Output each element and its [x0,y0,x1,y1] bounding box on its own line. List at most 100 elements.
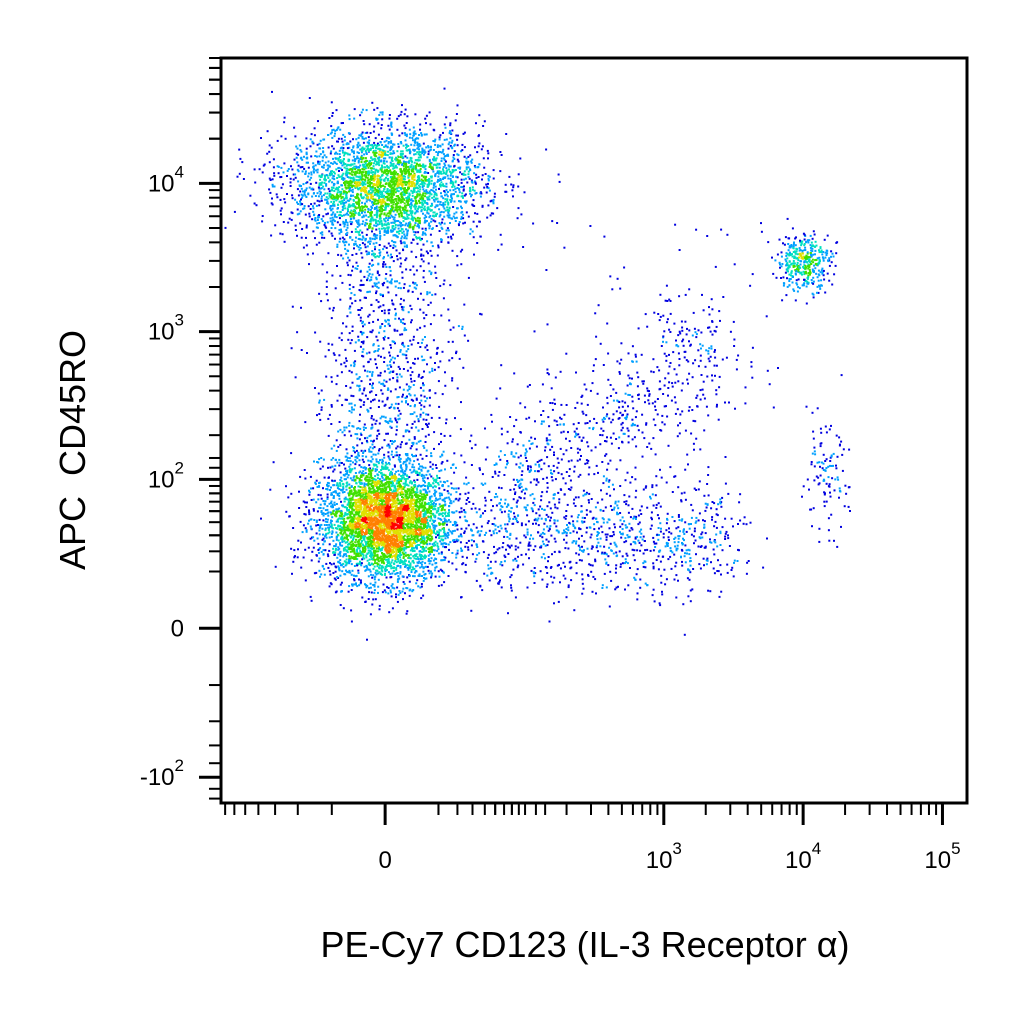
data-point [409,557,412,560]
data-point [347,502,350,505]
data-point [382,506,385,509]
data-point [448,511,451,514]
data-point [458,191,461,194]
data-point [419,550,422,553]
data-point [418,533,421,536]
data-point [297,548,299,551]
data-point [414,533,417,536]
data-point [310,133,313,136]
data-point [416,458,419,461]
data-point [323,524,326,526]
data-point [438,503,441,506]
data-point [339,461,342,464]
data-point [239,157,242,160]
data-point [339,483,342,486]
data-point [401,522,404,525]
data-point [439,568,442,571]
data-point [467,481,470,484]
data-point [401,547,404,550]
data-point [319,547,322,549]
data-point [395,501,398,504]
data-point [397,528,400,531]
data-point [419,514,421,517]
data-point [463,461,466,464]
data-point [430,506,433,509]
data-point [342,133,345,136]
data-point [349,220,352,223]
data-point [409,531,412,534]
data-point [383,543,386,546]
data-point [339,604,342,606]
data-point [337,166,340,169]
data-point [429,553,432,556]
data-point [404,479,407,482]
data-point [397,560,400,563]
data-point [408,496,411,499]
data-point [420,498,423,501]
data-point [304,501,306,504]
data-point [371,530,374,533]
data-point [378,519,381,522]
data-point [402,504,404,507]
data-point [388,520,391,523]
data-point [292,560,295,563]
data-point [440,535,443,538]
data-point [294,176,297,179]
data-point [378,471,381,473]
data-point [308,519,310,522]
data-point [395,593,397,596]
data-point [425,546,428,549]
data-point [303,155,305,158]
data-point [377,527,380,530]
data-point [418,575,421,577]
data-point [337,560,340,563]
data-point [298,144,301,147]
data-point [420,565,423,568]
data-point [444,468,446,471]
data-point [426,532,429,535]
data-point [380,567,383,570]
data-point [427,153,430,156]
data-point [404,528,407,531]
data-point [354,506,357,509]
data-point [348,490,351,493]
data-point [443,556,446,559]
data-point [340,520,343,523]
data-point [382,532,385,535]
data-point [385,547,388,550]
data-point [421,547,424,550]
data-point [439,529,442,532]
data-point [383,562,385,565]
data-point [357,161,360,164]
data-point [411,533,414,536]
data-point [366,222,369,225]
data-point [416,512,419,515]
data-point [273,174,276,177]
data-point [386,536,389,539]
data-point [408,505,411,508]
data-point [315,554,318,557]
data-point [357,212,360,215]
data-point [335,527,337,530]
data-point [433,569,436,572]
data-point [420,541,423,543]
data-point [351,540,354,543]
data-point [382,510,384,513]
data-point [358,493,360,496]
data-point [410,568,413,571]
data-point [369,208,372,211]
data-point [351,534,354,537]
data-point [409,526,412,529]
data-point [384,535,386,538]
data-point [329,466,332,469]
data-point [370,523,373,526]
data-point [432,544,435,547]
data-point [446,490,449,493]
data-point [345,478,347,481]
data-point [362,460,365,463]
data-point [335,536,338,539]
data-point [396,572,399,574]
data-point [454,522,456,525]
data-point [447,203,450,206]
data-point [408,504,411,507]
